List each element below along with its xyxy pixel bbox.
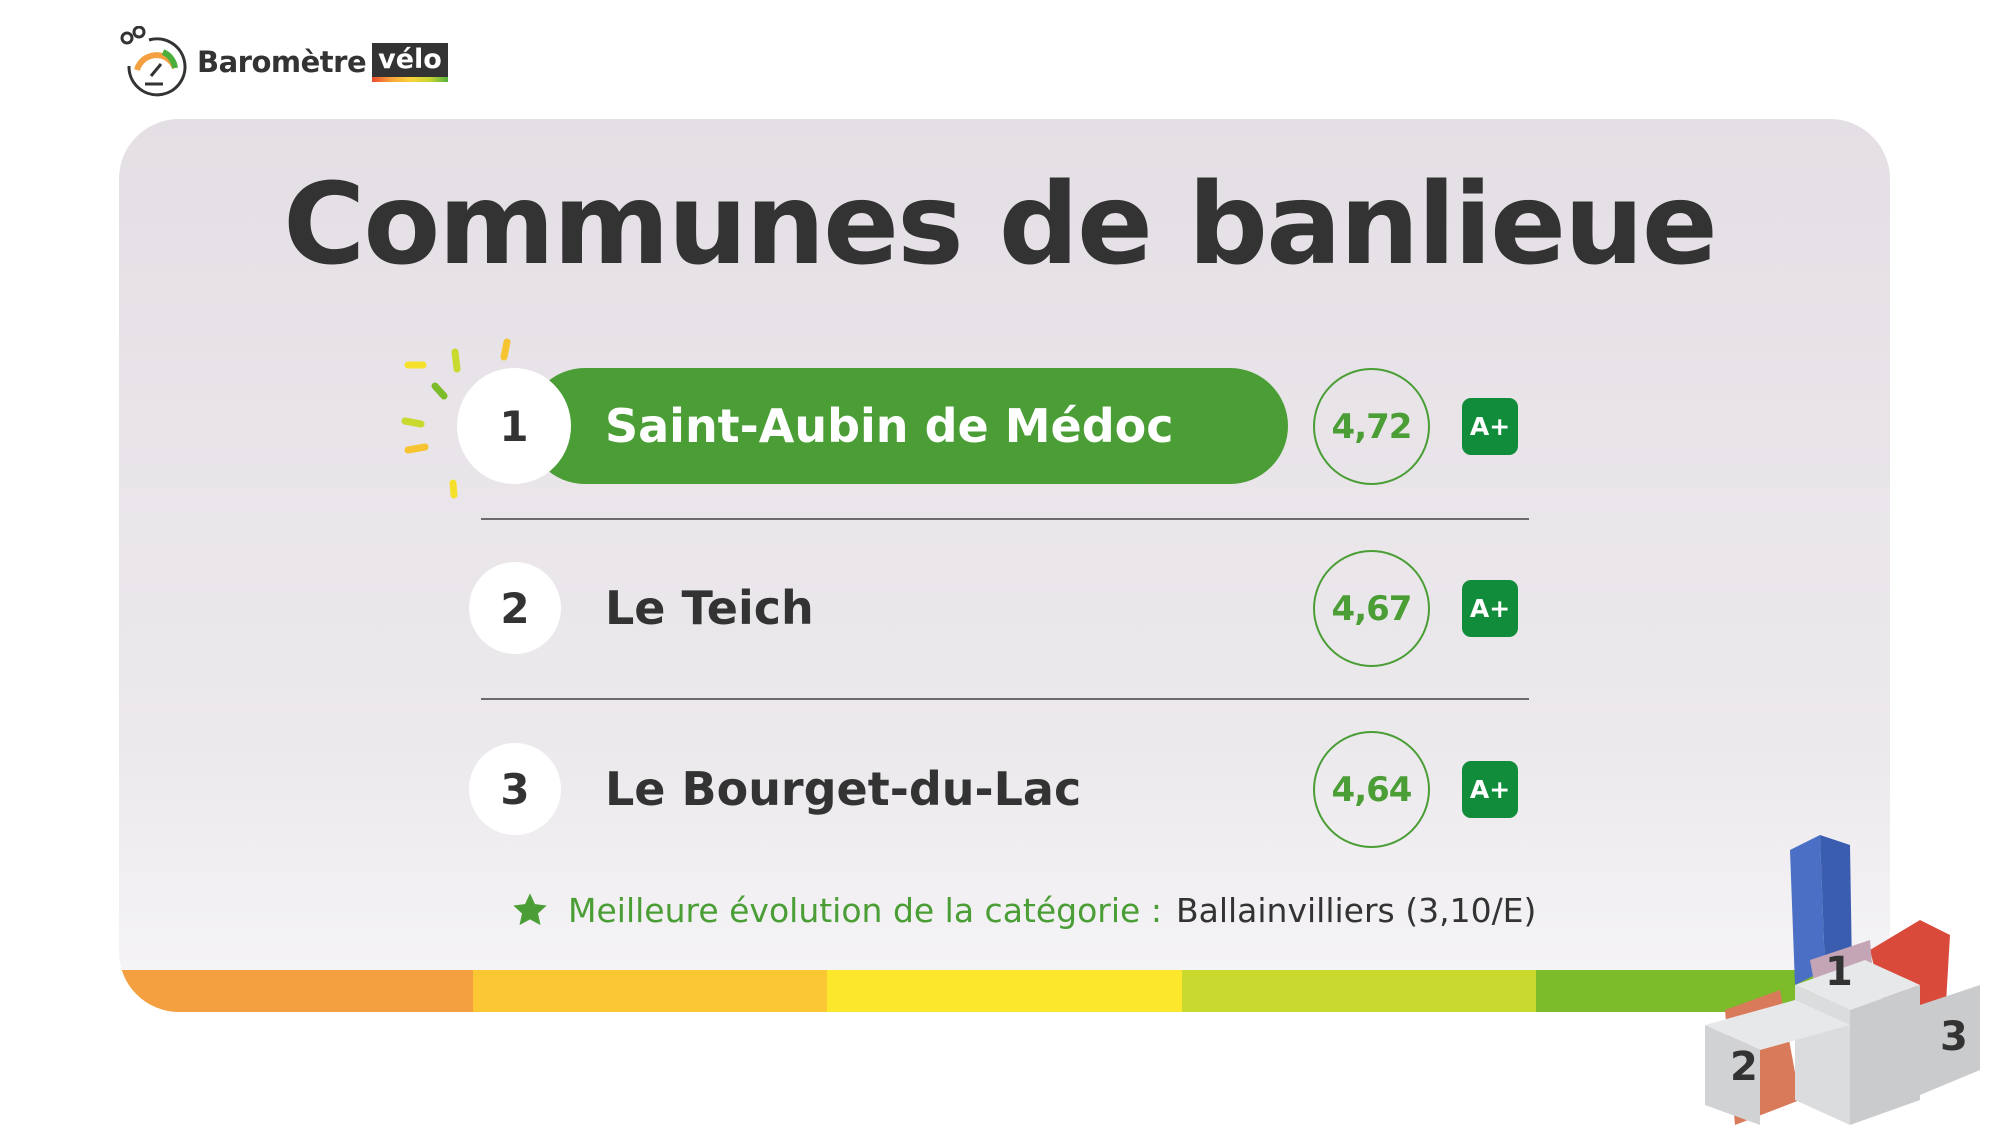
logo-text: Baromètre — [197, 45, 367, 79]
note-value: Ballainvilliers (3,10/E) — [1175, 890, 1537, 930]
commune-name: Le Teich — [605, 581, 814, 635]
grade-badge: A+ — [1462, 761, 1518, 818]
logo-highlight: vélo — [372, 42, 448, 82]
best-evolution-note: Meilleure évolution de la catégorie : Ba… — [510, 888, 1536, 932]
score-circle: 4,72 — [1313, 368, 1430, 485]
ranking-row-2: 2 Le Teich 4,67 A+ — [0, 550, 1999, 667]
ranking-row-3: 3 Le Bourget-du-Lac 4,64 A+ — [0, 731, 1999, 848]
ranking-row-1: 1 Saint-Aubin de Médoc 4,72 A+ — [0, 368, 1999, 485]
star-icon — [513, 893, 547, 926]
grade-badge: A+ — [1462, 580, 1518, 637]
sparkle-icon — [401, 338, 511, 499]
color-bar — [119, 970, 1890, 1012]
score-circle: 4,64 — [1313, 731, 1430, 848]
commune-name: Saint-Aubin de Médoc — [605, 399, 1174, 453]
svg-text:1: 1 — [1825, 949, 1853, 995]
rank-badge: 3 — [469, 743, 561, 835]
winner-highlight — [527, 368, 1288, 484]
rank-badge: 2 — [469, 562, 561, 654]
svg-text:3: 3 — [1940, 1014, 1968, 1060]
logo: Baromètre vélo — [119, 24, 448, 100]
score-circle: 4,67 — [1313, 550, 1430, 667]
podium-illustration: 1 2 3 — [1705, 835, 1980, 1125]
commune-name: Le Bourget-du-Lac — [605, 762, 1082, 816]
rank-badge: 1 — [457, 368, 571, 484]
gauge-icon — [120, 26, 187, 97]
divider — [481, 518, 1529, 520]
divider — [481, 698, 1529, 700]
ranking-card — [119, 119, 1890, 1012]
note-label: Meilleure évolution de la catégorie : — [568, 890, 1162, 930]
svg-text:2: 2 — [1730, 1044, 1758, 1090]
grade-badge: A+ — [1462, 398, 1518, 455]
page-title: Communes de banlieue — [283, 160, 1718, 290]
